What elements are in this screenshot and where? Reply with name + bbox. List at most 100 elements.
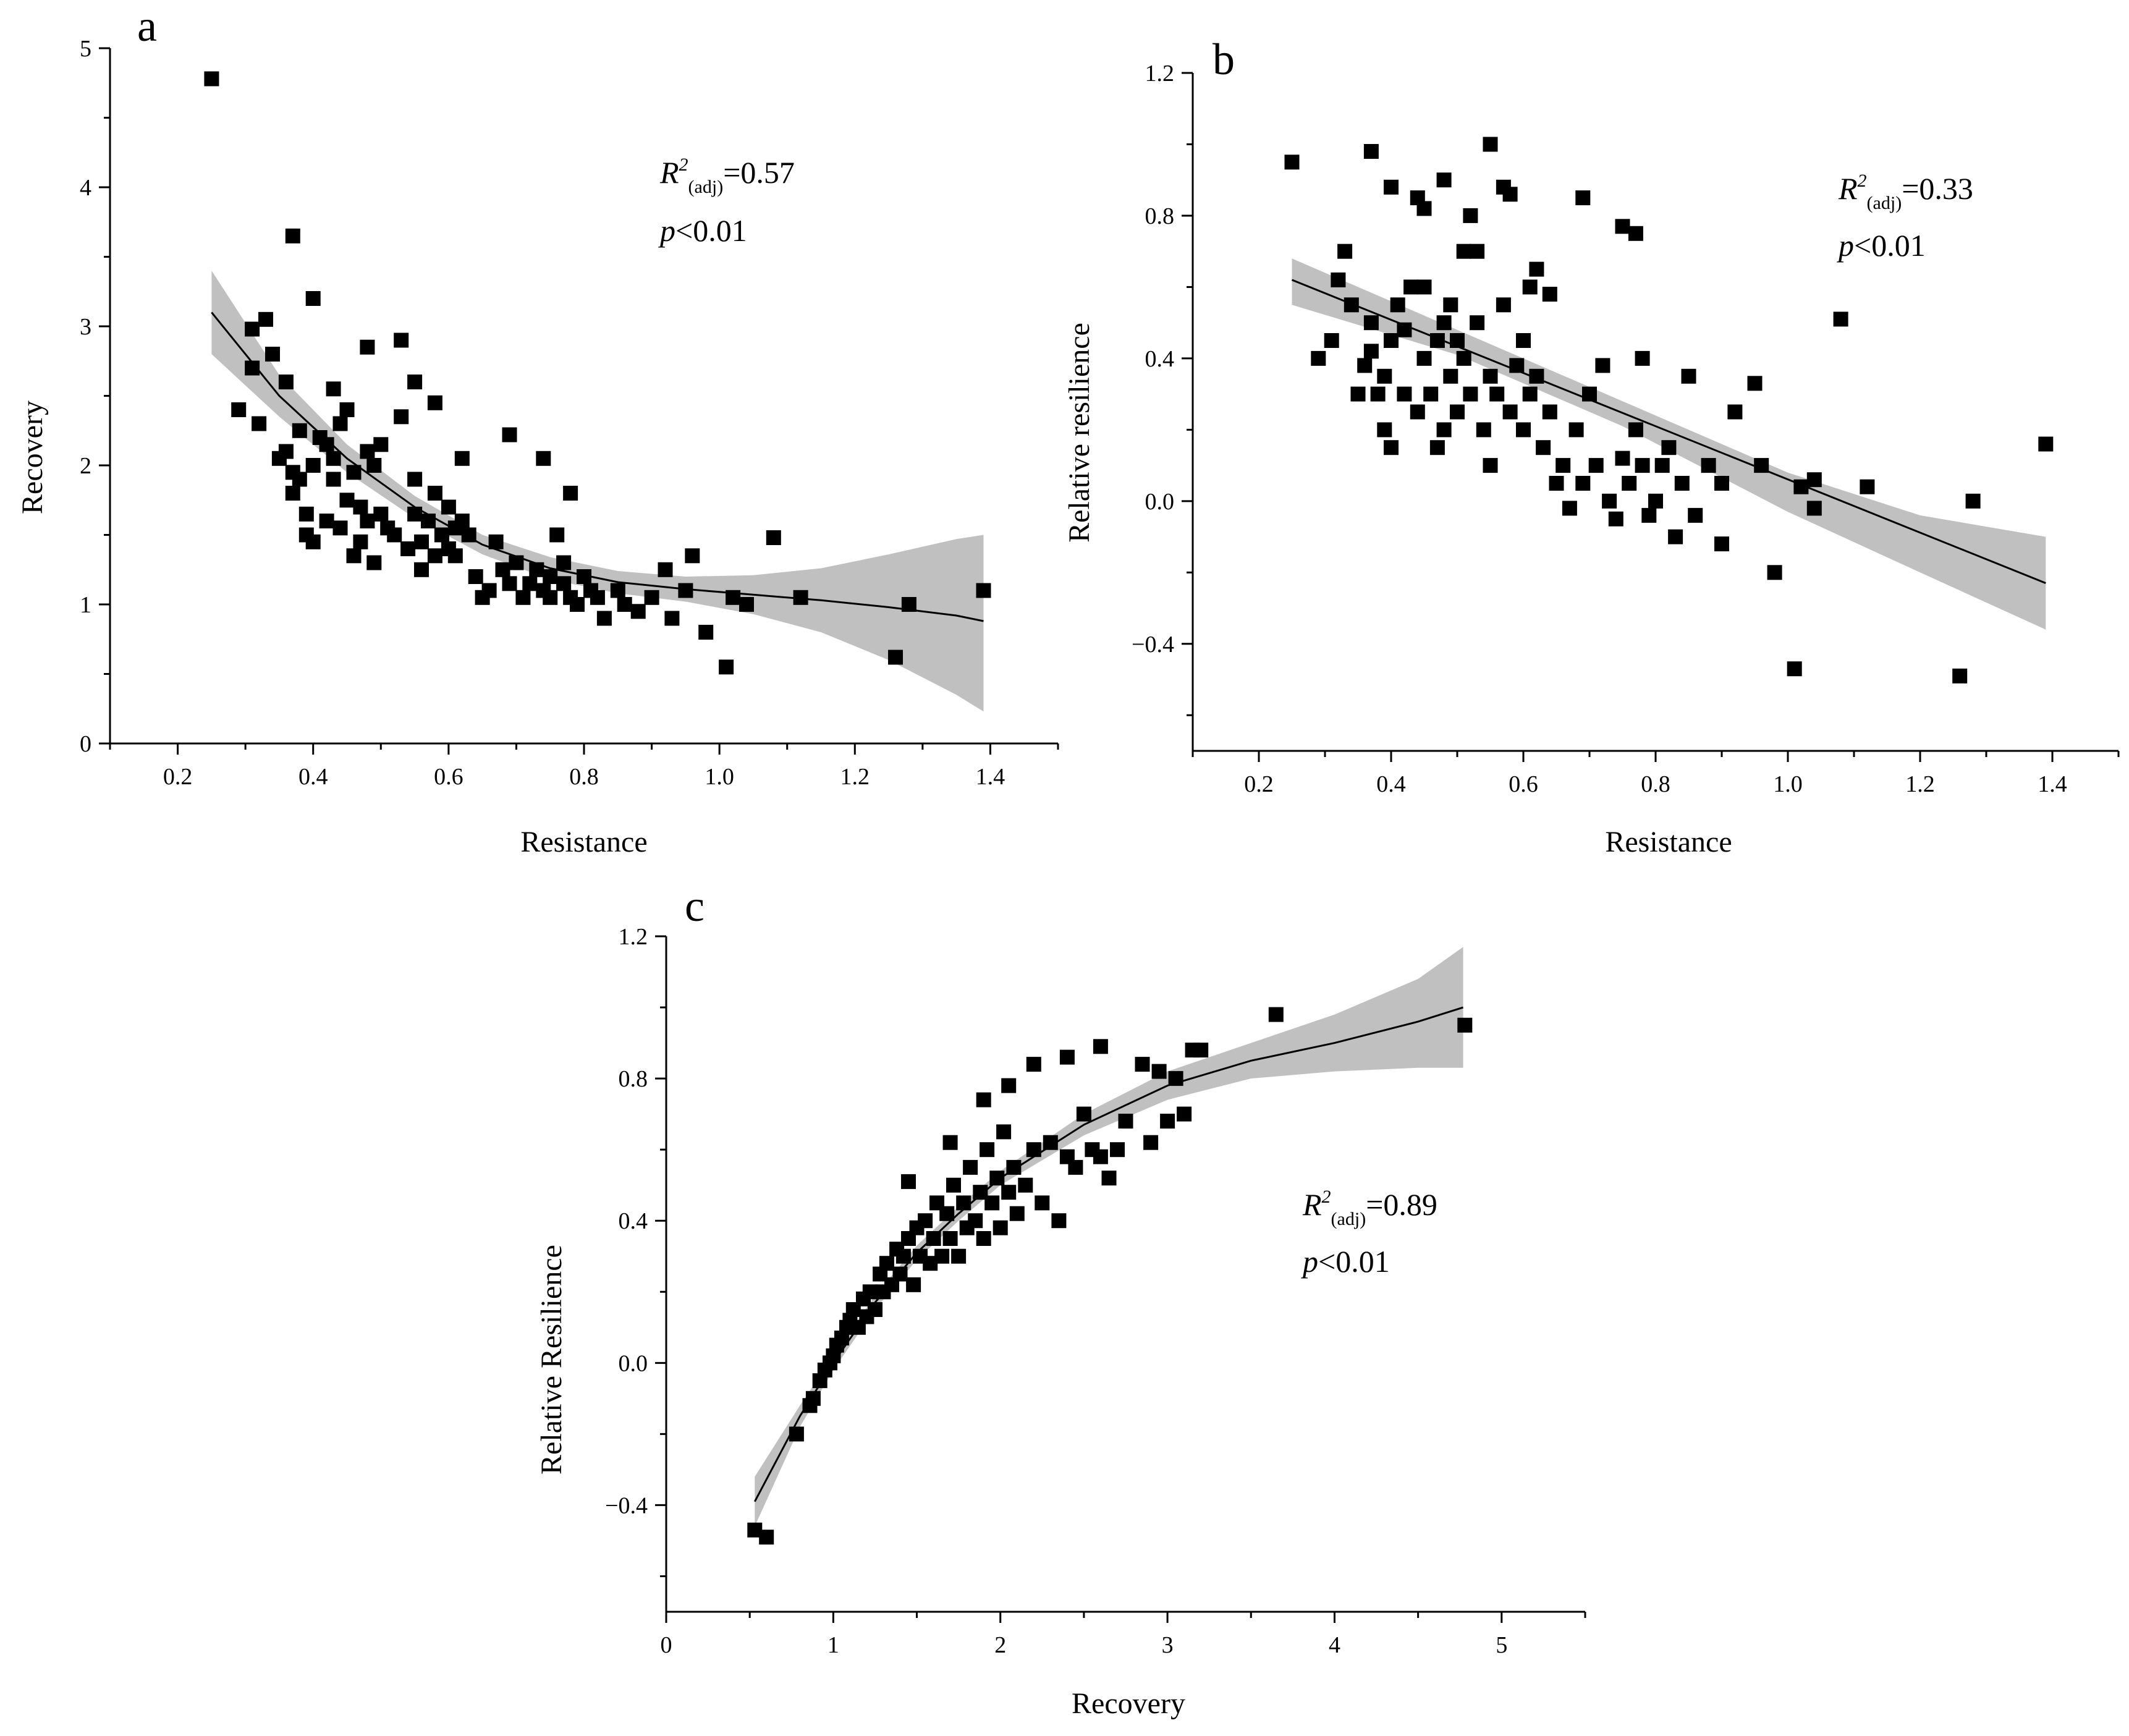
data-point bbox=[1622, 476, 1637, 491]
data-point bbox=[252, 416, 267, 431]
stat-r2-c: R2(adj)=0.89 bbox=[1302, 1187, 1437, 1229]
x-tick-label: 1.4 bbox=[2038, 771, 2067, 797]
data-point bbox=[563, 486, 578, 501]
data-point bbox=[1377, 368, 1392, 384]
data-point bbox=[434, 527, 449, 543]
data-point bbox=[1363, 144, 1379, 159]
r2-subscript: (adj) bbox=[1331, 1209, 1366, 1229]
data-point bbox=[1575, 476, 1591, 491]
data-point bbox=[285, 486, 300, 501]
data-point bbox=[658, 562, 673, 577]
data-point bbox=[332, 416, 348, 431]
x-tick-label: 1.2 bbox=[1905, 771, 1935, 797]
y-tick-label: 0.0 bbox=[619, 1350, 648, 1376]
p-value: <0.01 bbox=[1318, 1244, 1390, 1279]
data-point bbox=[1588, 458, 1604, 473]
panel-c: 0 1 2 3 4 5 −0.4 0.0 0.4 0.8 1.2 c Recovery Relati… bbox=[535, 881, 1586, 1720]
r2-value: =0.33 bbox=[1902, 171, 1973, 206]
data-point bbox=[1470, 243, 1485, 259]
data-point bbox=[1806, 472, 1822, 488]
data-point bbox=[1582, 386, 1597, 402]
data-point bbox=[617, 597, 632, 612]
data-point bbox=[1110, 1142, 1125, 1158]
y-tick-label: 2 bbox=[80, 453, 91, 479]
data-point bbox=[245, 360, 260, 376]
x-axis-label-b: Resistance bbox=[1605, 826, 1732, 858]
data-point bbox=[502, 576, 517, 591]
data-point bbox=[1787, 661, 1802, 677]
panel-a: 0.2 0.4 0.6 0.8 1.0 1.2 1.4 0 1 2 3 4 5 a Resistance… bbox=[16, 1, 1059, 858]
data-point bbox=[1456, 350, 1471, 366]
y-axis-label-c: Relative Resilience bbox=[535, 1245, 568, 1475]
data-point bbox=[1965, 493, 1981, 509]
data-point bbox=[934, 1248, 950, 1264]
data-point bbox=[441, 499, 456, 515]
x-tick-label: 2 bbox=[994, 1632, 1006, 1658]
data-point bbox=[759, 1530, 774, 1545]
data-point bbox=[1337, 243, 1353, 259]
data-point bbox=[1470, 315, 1485, 331]
data-point bbox=[1403, 279, 1419, 295]
data-point bbox=[1410, 404, 1425, 420]
data-point bbox=[319, 514, 334, 528]
data-point bbox=[1615, 451, 1630, 466]
data-point bbox=[1311, 350, 1326, 366]
data-point bbox=[1516, 422, 1531, 438]
data-point bbox=[319, 437, 334, 452]
data-point bbox=[685, 548, 700, 564]
data-point bbox=[1357, 358, 1373, 373]
data-point bbox=[901, 1174, 916, 1189]
data-point bbox=[1516, 333, 1531, 348]
data-point bbox=[1595, 358, 1611, 373]
data-point bbox=[1429, 333, 1445, 348]
data-point bbox=[968, 1213, 983, 1229]
data-point bbox=[963, 1159, 978, 1175]
data-point bbox=[1661, 440, 1677, 455]
data-point bbox=[1483, 368, 1498, 384]
data-point bbox=[2038, 436, 2054, 452]
data-point bbox=[292, 472, 307, 487]
data-point bbox=[678, 583, 693, 598]
data-point bbox=[1860, 479, 1875, 494]
x-tick-label: 0.8 bbox=[569, 764, 599, 790]
data-point bbox=[590, 590, 605, 605]
data-point bbox=[407, 506, 423, 522]
axes-b: 0.2 0.4 0.6 0.8 1.0 1.2 1.4 −0.4 0.0 0.4 0.8 1.2 bbox=[1132, 61, 2120, 797]
data-point bbox=[1502, 187, 1518, 202]
confidence-band-area bbox=[755, 947, 1463, 1526]
x-tick-label: 1.0 bbox=[705, 764, 734, 790]
data-point bbox=[918, 1213, 933, 1229]
data-point bbox=[1026, 1142, 1041, 1158]
data-point bbox=[1476, 422, 1491, 438]
data-point bbox=[1168, 1071, 1183, 1086]
data-point bbox=[1635, 350, 1650, 366]
data-point bbox=[1575, 190, 1591, 206]
data-point bbox=[1681, 368, 1696, 384]
data-point bbox=[1483, 137, 1498, 152]
p-value: <0.01 bbox=[1854, 228, 1926, 263]
y-tick-label: 1.2 bbox=[1145, 61, 1175, 87]
stat-p-a: p<0.01 bbox=[658, 213, 747, 248]
x-tick-label: 5 bbox=[1496, 1632, 1507, 1658]
data-point bbox=[305, 458, 321, 473]
data-point bbox=[360, 444, 375, 459]
data-point bbox=[1160, 1114, 1175, 1129]
data-point bbox=[1529, 368, 1544, 384]
data-point bbox=[353, 534, 368, 549]
data-point bbox=[1193, 1043, 1209, 1058]
data-point bbox=[1009, 1206, 1025, 1221]
data-point bbox=[1747, 376, 1763, 391]
stat-r2-b: R2(adj)=0.33 bbox=[1838, 171, 1973, 213]
data-point bbox=[502, 427, 517, 442]
y-tick-label: 0.4 bbox=[1145, 346, 1175, 372]
data-point bbox=[1377, 422, 1392, 438]
y-tick-label: 3 bbox=[80, 314, 91, 340]
data-point bbox=[956, 1195, 971, 1211]
data-point bbox=[360, 339, 375, 355]
data-point bbox=[245, 321, 260, 337]
data-point bbox=[570, 597, 585, 612]
data-point bbox=[1714, 536, 1729, 552]
confidence-band-c bbox=[755, 947, 1463, 1526]
data-point bbox=[1641, 507, 1657, 523]
data-point bbox=[1509, 358, 1525, 373]
